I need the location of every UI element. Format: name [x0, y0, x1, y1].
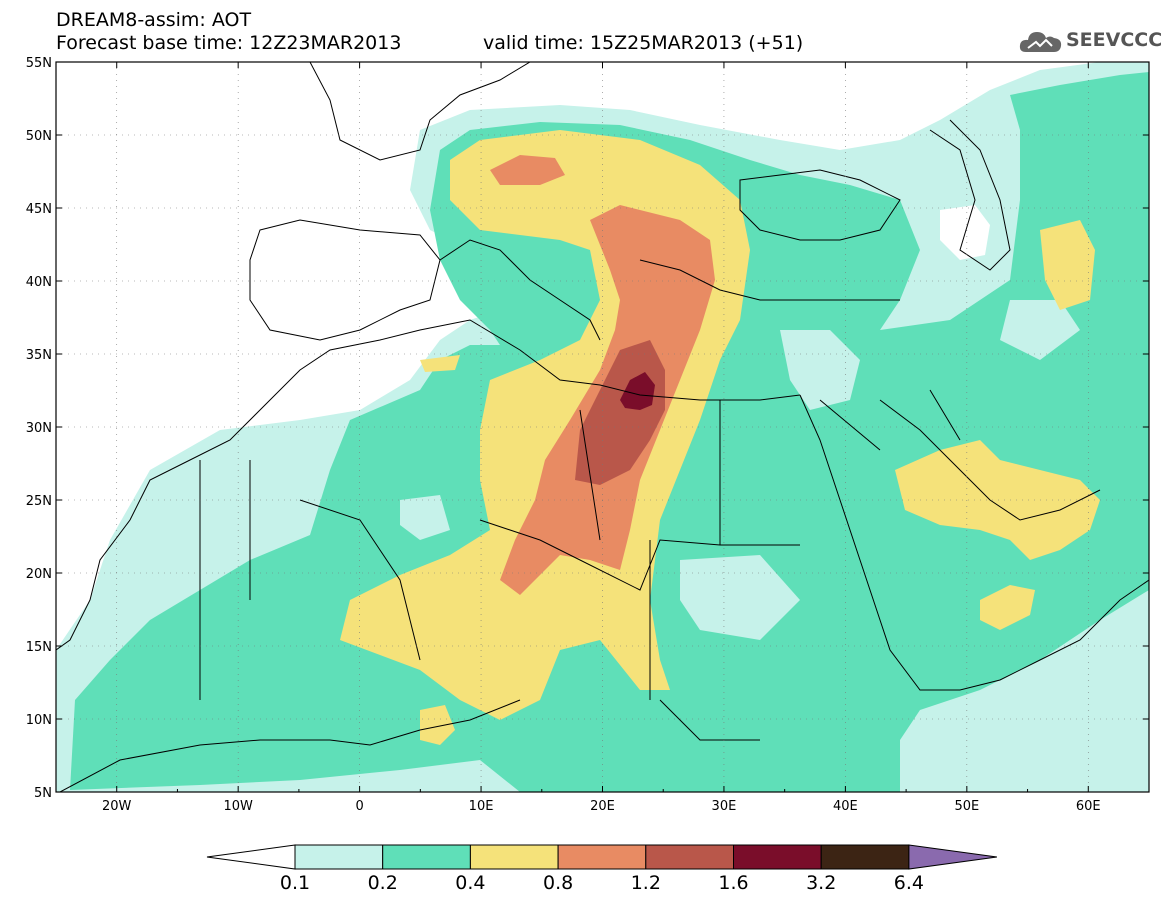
lat-label: 15N [26, 640, 52, 655]
lon-label: 30E [712, 799, 737, 814]
colorbar-swatch [469, 844, 559, 870]
lat-label: 50N [26, 129, 52, 144]
colorbar-swatch [820, 844, 910, 870]
logo-text: SEEVCCC [1066, 29, 1163, 51]
colorbar-level-label: 0.1 [280, 872, 310, 894]
colorbar-swatch [733, 844, 822, 870]
colorbar-swatch [645, 844, 734, 870]
cloud-icon [1019, 32, 1062, 52]
lon-label: 50E [954, 799, 979, 814]
lon-label: 20E [590, 799, 615, 814]
colorbar-level-label: 0.4 [455, 872, 485, 894]
colorbar-level-label: 1.6 [718, 872, 748, 894]
colorbar-arrow-low [206, 844, 296, 870]
colorbar [206, 844, 997, 870]
lat-label: 10N [26, 713, 52, 728]
lat-label: 20N [26, 567, 52, 582]
forecast-base-time: Forecast base time: 12Z23MAR2013 [56, 32, 402, 54]
lon-label: 10E [469, 799, 494, 814]
coastlines [56, 62, 1149, 792]
lat-label: 55N [26, 56, 52, 71]
lon-label: 0 [355, 799, 363, 814]
colorbar-arrow-high [908, 844, 997, 870]
lon-label: 60E [1076, 799, 1101, 814]
colorbar-level-label: 0.2 [368, 872, 398, 894]
lon-label: 10W [223, 799, 253, 814]
lon-label: 20W [102, 799, 132, 814]
colorbar-swatch [382, 844, 471, 870]
lat-label: 40N [26, 275, 52, 290]
colorbar-level-label: 3.2 [806, 872, 836, 894]
lat-label: 30N [26, 421, 52, 436]
seevccc-logo: SEEVCCC [1018, 24, 1162, 58]
graticule [56, 62, 1149, 792]
aot-band-1.6 [620, 372, 655, 410]
lon-label: 40E [833, 799, 858, 814]
colorbar-level-label: 0.8 [543, 872, 573, 894]
colorbar-swatch [557, 844, 647, 870]
colorbar-level-label: 6.4 [894, 872, 924, 894]
chart-title: DREAM8-assim: AOT [56, 9, 252, 31]
lat-label: 5N [34, 786, 52, 801]
lat-label: 45N [26, 202, 52, 217]
lat-label: 25N [26, 494, 52, 509]
latitude-labels: 55N 50N 45N 40N 35N 30N 25N 20N 15N 10N 5N [26, 56, 52, 801]
longitude-labels: 20W 10W 0 10E 20E 30E 40E 50E 60E [102, 799, 1101, 814]
valid-time: valid time: 15Z25MAR2013 (+51) [483, 32, 804, 54]
colorbar-swatch [294, 844, 384, 870]
lat-label: 35N [26, 348, 52, 363]
colorbar-labels: 0.1 0.2 0.4 0.8 1.2 1.6 3.2 6.4 [280, 872, 924, 894]
axis-ticks [55, 61, 1150, 793]
colorbar-level-label: 1.2 [631, 872, 661, 894]
